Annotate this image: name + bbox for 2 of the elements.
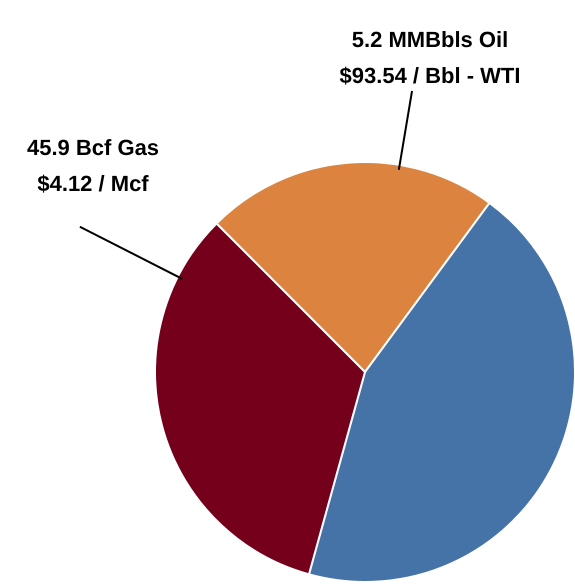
slice-label: 5.2 MMBbls Oil $93.54 / Bbl - WTI [340, 27, 520, 88]
slice-label: 45.9 Bcf Gas $4.12 / Mcf [26, 135, 160, 196]
